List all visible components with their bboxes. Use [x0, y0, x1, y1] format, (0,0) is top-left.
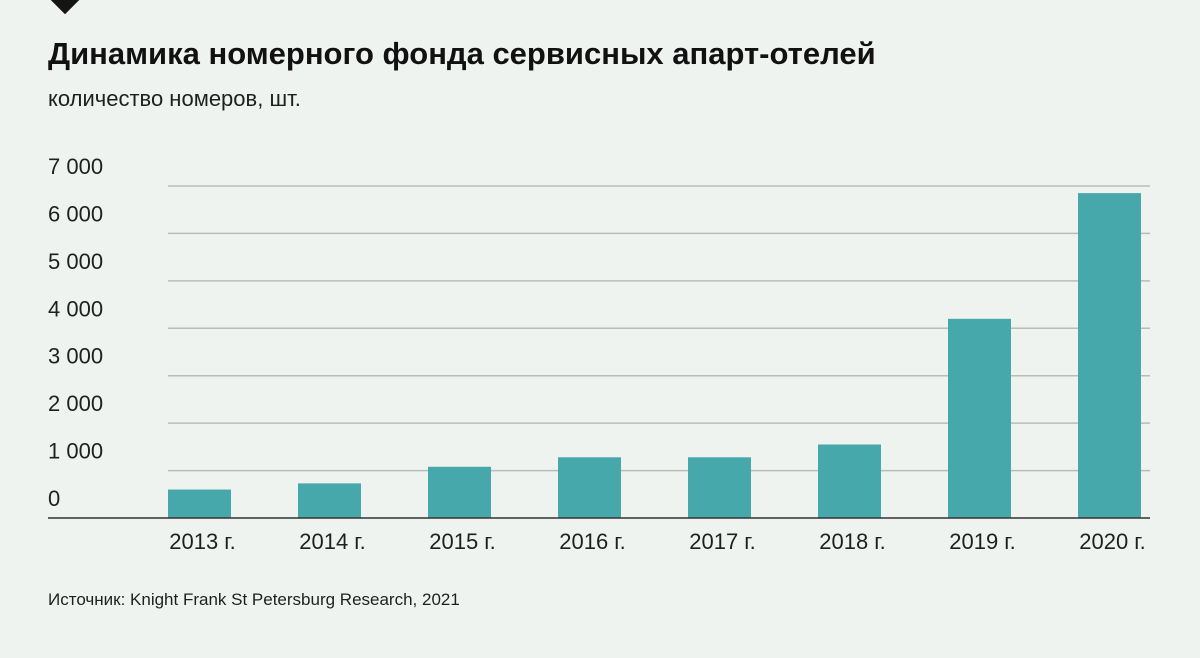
x-tick-label: 2014 г.	[299, 529, 366, 554]
bar	[298, 483, 361, 518]
chart-title: Динамика номерного фонда сервисных апарт…	[48, 36, 876, 71]
bar	[168, 489, 231, 518]
x-tick-label: 2015 г.	[429, 529, 496, 554]
y-tick-label: 3 000	[48, 344, 103, 369]
bar	[688, 457, 751, 518]
x-tick-label: 2013 г.	[169, 529, 236, 554]
y-tick-label: 1 000	[48, 439, 103, 464]
source-note: Источник: Knight Frank St Petersburg Res…	[48, 590, 460, 609]
bar	[558, 457, 621, 518]
y-tick-label: 5 000	[48, 249, 103, 274]
chart-subtitle: количество номеров, шт.	[48, 86, 301, 111]
x-tick-label: 2016 г.	[559, 529, 626, 554]
x-tick-label: 2020 г.	[1079, 529, 1146, 554]
x-tick-label: 2017 г.	[689, 529, 756, 554]
bar	[428, 466, 491, 518]
bar	[948, 318, 1011, 518]
y-tick-label: 7 000	[48, 154, 103, 179]
bar	[1078, 193, 1141, 518]
y-tick-label: 4 000	[48, 296, 103, 321]
y-tick-label: 6 000	[48, 201, 103, 226]
y-tick-label: 2 000	[48, 391, 103, 416]
bar	[818, 444, 881, 518]
y-tick-label: 0	[48, 486, 60, 511]
x-tick-label: 2018 г.	[819, 529, 886, 554]
x-tick-label: 2019 г.	[949, 529, 1016, 554]
